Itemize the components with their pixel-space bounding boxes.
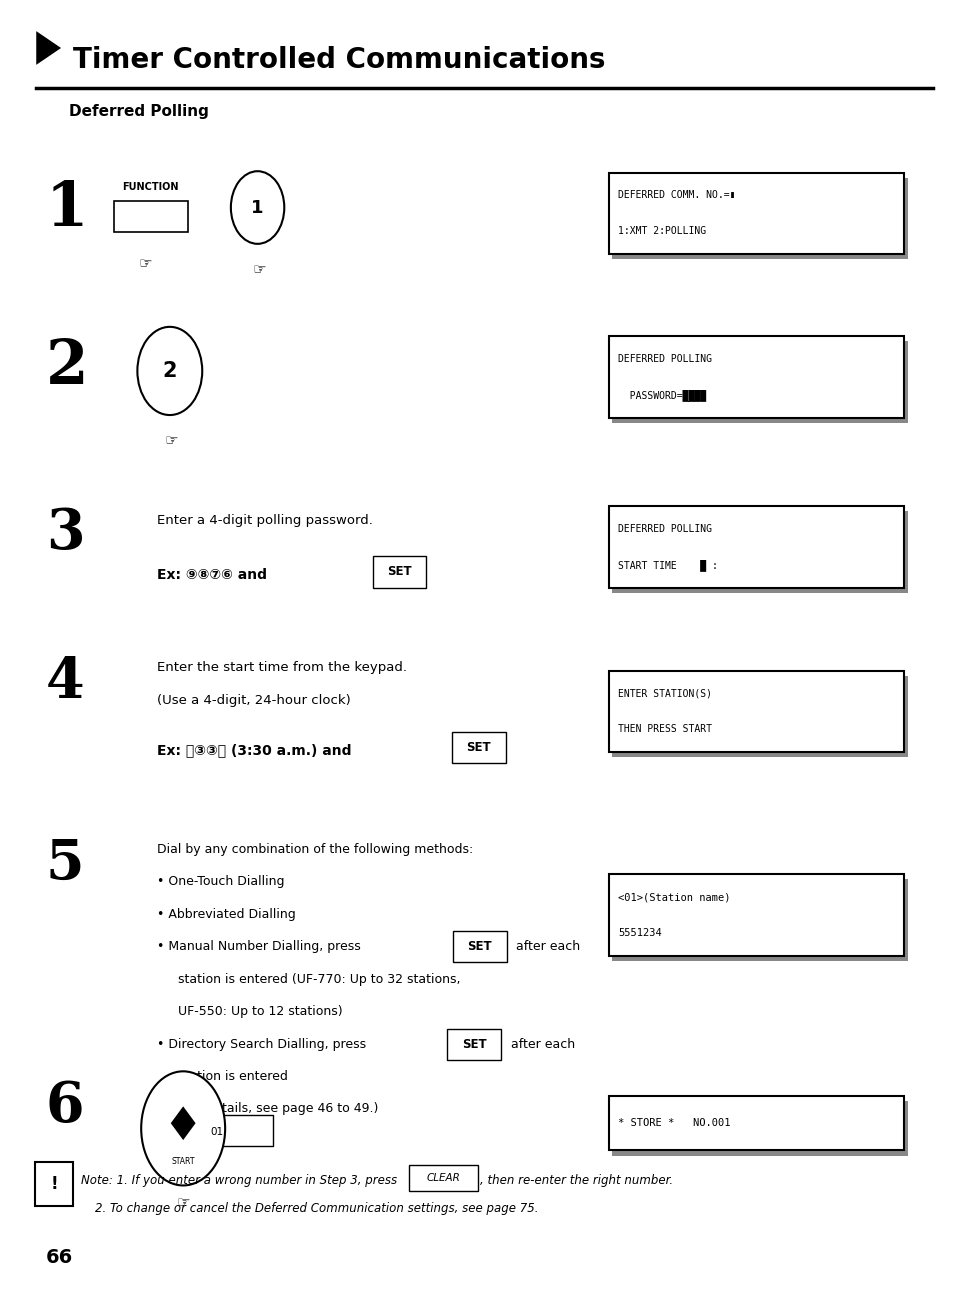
Text: Timer Controlled Communications: Timer Controlled Communications xyxy=(73,45,605,74)
Text: 1: 1 xyxy=(251,198,264,217)
Text: Deferred Polling: Deferred Polling xyxy=(69,104,209,119)
Text: 5: 5 xyxy=(46,837,84,891)
Text: 4: 4 xyxy=(46,655,84,709)
Text: ☞: ☞ xyxy=(165,433,178,449)
Text: station is entered: station is entered xyxy=(178,1070,288,1083)
Text: • Manual Number Dialling, press: • Manual Number Dialling, press xyxy=(157,940,369,953)
Text: 6: 6 xyxy=(46,1079,84,1134)
Text: !: ! xyxy=(51,1175,58,1193)
Text: Enter a 4-digit polling password.: Enter a 4-digit polling password. xyxy=(157,514,373,527)
Text: 3: 3 xyxy=(46,506,84,560)
Text: Ex: ⓪③③⓪ (3:30 a.m.) and: Ex: ⓪③③⓪ (3:30 a.m.) and xyxy=(157,743,352,757)
FancyBboxPatch shape xyxy=(612,511,907,593)
Text: DEFERRED POLLING: DEFERRED POLLING xyxy=(618,354,712,363)
FancyBboxPatch shape xyxy=(612,879,907,961)
FancyBboxPatch shape xyxy=(612,676,907,757)
FancyBboxPatch shape xyxy=(608,173,903,254)
FancyBboxPatch shape xyxy=(608,336,903,418)
Polygon shape xyxy=(36,31,61,65)
FancyBboxPatch shape xyxy=(113,201,188,232)
FancyBboxPatch shape xyxy=(204,1115,273,1147)
Circle shape xyxy=(231,171,284,244)
Text: 5551234: 5551234 xyxy=(618,929,661,938)
Text: 1: 1 xyxy=(46,179,89,239)
Text: , then re-enter the right number.: , then re-enter the right number. xyxy=(479,1174,672,1187)
Text: PASSWORD=████: PASSWORD=████ xyxy=(618,389,705,401)
Text: 2: 2 xyxy=(162,361,177,381)
Text: • Directory Search Dialling, press: • Directory Search Dialling, press xyxy=(157,1038,375,1051)
FancyBboxPatch shape xyxy=(612,341,907,423)
FancyBboxPatch shape xyxy=(612,1101,907,1156)
Text: ☞: ☞ xyxy=(253,262,266,278)
Text: ENTER STATION(S): ENTER STATION(S) xyxy=(618,689,712,698)
Text: Enter the start time from the keypad.: Enter the start time from the keypad. xyxy=(157,661,407,674)
FancyBboxPatch shape xyxy=(608,1096,903,1150)
Text: • Abbreviated Dialling: • Abbreviated Dialling xyxy=(157,908,295,921)
Text: 1:XMT 2:POLLING: 1:XMT 2:POLLING xyxy=(618,227,705,236)
Text: DEFERRED COMM. NO.=▮: DEFERRED COMM. NO.=▮ xyxy=(618,191,735,200)
Text: SET: SET xyxy=(466,741,491,754)
Text: Note: 1. If you enter a wrong number in Step 3, press: Note: 1. If you enter a wrong number in … xyxy=(81,1174,400,1187)
Text: START: START xyxy=(172,1157,194,1166)
Text: (Use a 4-digit, 24-hour clock): (Use a 4-digit, 24-hour clock) xyxy=(157,694,351,707)
Text: after each: after each xyxy=(506,1038,574,1051)
Text: 2. To change or cancel the Deferred Communication settings, see page 75.: 2. To change or cancel the Deferred Comm… xyxy=(95,1202,538,1215)
Text: THEN PRESS START: THEN PRESS START xyxy=(618,725,712,734)
Polygon shape xyxy=(171,1106,195,1140)
Text: station is entered (UF-770: Up to 32 stations,: station is entered (UF-770: Up to 32 sta… xyxy=(178,973,460,986)
Text: DEFERRED POLLING: DEFERRED POLLING xyxy=(618,524,712,533)
Text: 66: 66 xyxy=(46,1248,73,1267)
Text: Dial by any combination of the following methods:: Dial by any combination of the following… xyxy=(157,843,473,856)
Text: SET: SET xyxy=(467,940,492,953)
Text: <01>(Station name): <01>(Station name) xyxy=(618,892,730,901)
FancyBboxPatch shape xyxy=(373,556,426,588)
FancyBboxPatch shape xyxy=(452,732,505,763)
Text: UF-550: Up to 12 stations): UF-550: Up to 12 stations) xyxy=(178,1005,343,1018)
FancyBboxPatch shape xyxy=(409,1165,477,1191)
Circle shape xyxy=(137,327,202,415)
FancyBboxPatch shape xyxy=(608,874,903,956)
FancyBboxPatch shape xyxy=(453,931,506,962)
Text: 01: 01 xyxy=(210,1127,223,1136)
Circle shape xyxy=(141,1071,225,1185)
Text: • One-Touch Dialling: • One-Touch Dialling xyxy=(157,875,285,888)
Text: ☞: ☞ xyxy=(138,257,152,272)
Text: (For details, see page 46 to 49.): (For details, see page 46 to 49.) xyxy=(178,1102,378,1115)
Text: ☞: ☞ xyxy=(176,1196,190,1211)
FancyBboxPatch shape xyxy=(612,178,907,259)
Text: SET: SET xyxy=(461,1038,486,1051)
Text: SET: SET xyxy=(387,565,412,578)
Text: START TIME    █ :: START TIME █ : xyxy=(618,559,718,571)
FancyBboxPatch shape xyxy=(447,1029,500,1060)
Text: Ex: ⑨⑧⑦⑥ and: Ex: ⑨⑧⑦⑥ and xyxy=(157,568,267,582)
FancyBboxPatch shape xyxy=(608,671,903,752)
Text: * STORE *   NO.001: * STORE * NO.001 xyxy=(618,1118,730,1128)
FancyBboxPatch shape xyxy=(608,506,903,588)
FancyBboxPatch shape xyxy=(35,1162,73,1206)
Text: FUNCTION: FUNCTION xyxy=(122,182,179,192)
Text: after each: after each xyxy=(512,940,579,953)
Text: CLEAR: CLEAR xyxy=(426,1172,460,1183)
Text: 2: 2 xyxy=(46,337,89,397)
Text: Ex:: Ex: xyxy=(157,1139,180,1152)
